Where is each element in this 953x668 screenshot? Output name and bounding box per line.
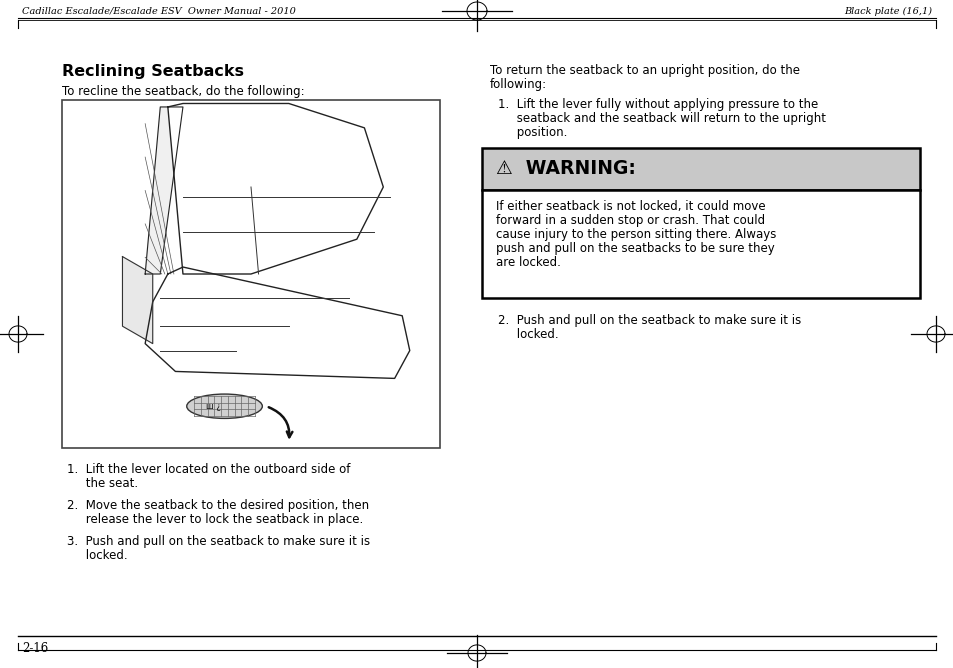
Text: are locked.: are locked. bbox=[496, 256, 560, 269]
Polygon shape bbox=[168, 104, 383, 274]
Text: 2.  Push and pull on the seatback to make sure it is: 2. Push and pull on the seatback to make… bbox=[497, 314, 801, 327]
Text: cause injury to the person sitting there. Always: cause injury to the person sitting there… bbox=[496, 228, 776, 241]
Text: following:: following: bbox=[490, 78, 547, 91]
Text: push and pull on the seatbacks to be sure they: push and pull on the seatbacks to be sur… bbox=[496, 242, 774, 255]
Text: Reclining Seatbacks: Reclining Seatbacks bbox=[62, 64, 244, 79]
Text: If either seatback is not locked, it could move: If either seatback is not locked, it cou… bbox=[496, 200, 765, 213]
Text: Cadillac Escalade/Escalade ESV  Owner Manual - 2010: Cadillac Escalade/Escalade ESV Owner Man… bbox=[22, 7, 295, 15]
Text: forward in a sudden stop or crash. That could: forward in a sudden stop or crash. That … bbox=[496, 214, 764, 227]
Text: locked.: locked. bbox=[67, 549, 128, 562]
Text: release the lever to lock the seatback in place.: release the lever to lock the seatback i… bbox=[67, 513, 363, 526]
Polygon shape bbox=[122, 257, 152, 343]
Text: 2-16: 2-16 bbox=[22, 641, 49, 655]
Text: seatback and the seatback will return to the upright: seatback and the seatback will return to… bbox=[497, 112, 825, 125]
Polygon shape bbox=[145, 107, 183, 274]
Bar bbox=[481, 190, 919, 298]
Text: Black plate (16,1): Black plate (16,1) bbox=[843, 7, 931, 15]
Text: ш ¿: ш ¿ bbox=[206, 401, 220, 411]
Text: the seat.: the seat. bbox=[67, 477, 138, 490]
Text: locked.: locked. bbox=[497, 328, 558, 341]
Ellipse shape bbox=[187, 394, 262, 418]
Text: ⚠  WARNING:: ⚠ WARNING: bbox=[496, 160, 636, 178]
Polygon shape bbox=[145, 267, 410, 378]
Text: 3.  Push and pull on the seatback to make sure it is: 3. Push and pull on the seatback to make… bbox=[67, 535, 370, 548]
Text: To recline the seatback, do the following:: To recline the seatback, do the followin… bbox=[62, 85, 304, 98]
Text: To return the seatback to an upright position, do the: To return the seatback to an upright pos… bbox=[490, 64, 800, 77]
Text: 1.  Lift the lever fully without applying pressure to the: 1. Lift the lever fully without applying… bbox=[497, 98, 818, 111]
Bar bbox=[62, 100, 439, 448]
Bar bbox=[481, 148, 919, 190]
Text: position.: position. bbox=[497, 126, 567, 139]
Text: 2.  Move the seatback to the desired position, then: 2. Move the seatback to the desired posi… bbox=[67, 499, 369, 512]
Text: 1.  Lift the lever located on the outboard side of: 1. Lift the lever located on the outboar… bbox=[67, 463, 350, 476]
